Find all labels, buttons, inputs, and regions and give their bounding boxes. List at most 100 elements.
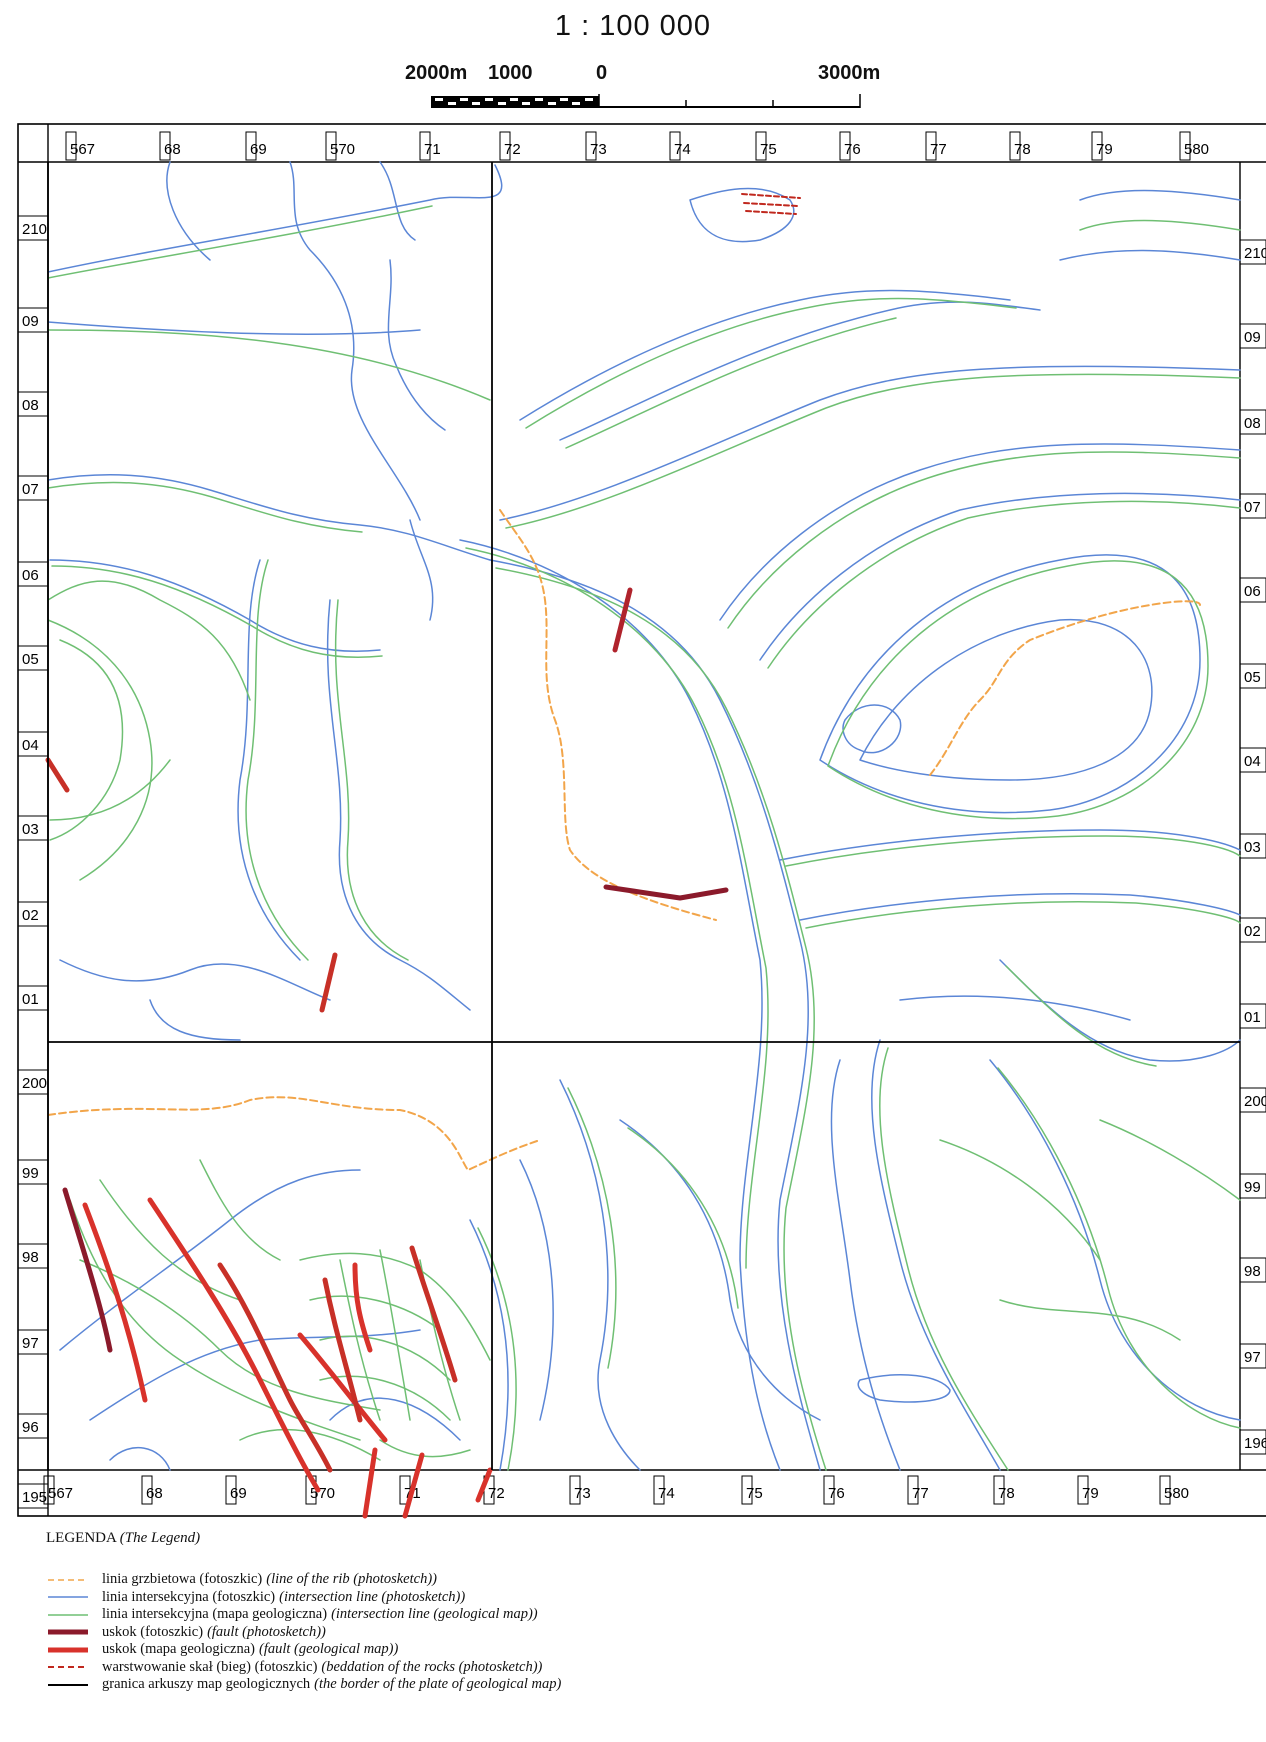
grid-label-left: 99 [22,1165,39,1182]
grid-label-top: 77 [930,141,947,158]
grid-label-top: 73 [590,141,607,158]
grid-label-left: 07 [22,481,39,498]
legend-item-translation: (beddation of the rocks (photosketch)) [321,1658,543,1675]
bottom-grid-labels: 567 68 69 570 71 72 73 74 75 76 77 78 79 580 [43,1475,1189,1505]
grid-label-top: 69 [250,141,267,158]
legend-item-label: linia grzbietowa (fotoszkic) [102,1571,263,1588]
grid-label-top: 71 [424,141,441,158]
grid-label-right: 03 [1244,839,1261,856]
legend-item-label: granica arkuszy map geologicznych [102,1676,311,1693]
grid-label-right: 06 [1244,583,1261,600]
grid-label-top: 75 [760,141,777,158]
grid-label-top: 76 [844,141,861,158]
rib-lines [47,509,1201,1171]
grid-label-bottom: 74 [658,1485,675,1502]
legend-item: linia intersekcyjna (fotoszkic) (intersec… [46,1589,1196,1607]
grid-label-right: 04 [1244,753,1261,770]
grid-label-right: 09 [1244,329,1261,346]
scalebar-label-0: 0 [596,62,608,84]
legend-item-translation: (intersection line (geological map)) [331,1606,538,1623]
scalebar-labels: 2000m 1000 0 3000m [0,62,1266,92]
legend-item-label: uskok (mapa geologiczna) [102,1641,256,1658]
right-grid-labels: 210 09 08 07 06 05 04 03 02 01 200 99 98 97 196 [1239,239,1266,1455]
grid-label-top: 580 [1184,141,1209,158]
grid-label-left: 98 [22,1249,39,1266]
bedding-lines [741,193,801,215]
grid-label-bottom: 78 [998,1485,1015,1502]
legend-item: linia intersekcyjna (mapa geologiczna) (i… [46,1606,1196,1624]
grid-label-left: 06 [22,567,39,584]
grid-label-right: 05 [1244,669,1261,686]
grid-label-bottom: 68 [146,1485,163,1502]
grid-label-top: 570 [330,141,355,158]
grid-label-right: 99 [1244,1179,1261,1196]
map-scale-title: 1 : 100 000 [554,10,712,42]
legend-item-translation: (fault (photosketch)) [207,1623,326,1640]
grid-label-left: 200 [22,1075,47,1092]
grid-label-right: 01 [1244,1009,1261,1026]
sheet-border-symbol [48,1683,88,1686]
grid-label-bottom: 73 [574,1485,591,1502]
scalebar-label-2000m: 2000m [405,62,468,84]
intersection-lines-geological-map [47,205,1241,1471]
fault-geo-symbol [48,1647,88,1653]
grid-label-right: 200 [1244,1093,1266,1110]
sheet-borders [47,162,1240,1470]
grid-label-top: 567 [70,141,95,158]
legend: LEGENDA (The Legend) linia grzbietowa (f… [46,1530,1196,1694]
grid-label-bottom: 76 [828,1485,845,1502]
legend-item: linia grzbietowa (fotoszkic) (line of the… [46,1571,1196,1589]
grid-label-top: 72 [504,141,521,158]
legend-items: linia grzbietowa (fotoszkic) (line of the… [46,1571,1196,1694]
grid-label-right: 02 [1244,923,1261,940]
legend-item-translation: (the border of the plate of geological m… [314,1676,562,1693]
grid-label-left: 04 [22,737,39,754]
grid-label-bottom: 75 [746,1485,763,1502]
legend-item-label: uskok (fotoszkic) [102,1623,204,1640]
left-grid-labels: 210 09 08 07 06 05 04 03 02 01 200 99 98 97 96 195 [17,215,49,1509]
legend-item-translation: (line of the rib (photosketch)) [266,1571,437,1588]
legend-item-label: linia intersekcyjna (mapa geologiczna) [102,1606,328,1623]
grid-label-left: 210 [22,221,47,238]
bedding-dashed-symbol [48,1666,88,1669]
map-frame [17,123,1266,1517]
grid-label-bottom: 77 [912,1485,929,1502]
grid-label-left: 96 [22,1419,39,1436]
grid-label-left: 01 [22,991,39,1008]
grid-label-left: 08 [22,397,39,414]
grid-label-bottom: 79 [1082,1485,1099,1502]
legend-item-translation: (intersection line (photosketch)) [279,1588,466,1605]
grid-label-bottom: 580 [1164,1485,1189,1502]
legend-item-label: warstwowanie skał (bieg) (fotoszkic) [102,1658,318,1675]
grid-label-right: 210 [1244,245,1266,262]
intersection-line-geo-symbol [48,1614,88,1616]
geological-map: 567 68 69 570 71 72 73 74 75 76 77 78 79 580 567 68 69 5… [17,123,1266,1519]
scalebar-label-1000: 1000 [488,62,533,84]
legend-item: warstwowanie skał (bieg) (fotoszkic) (bed… [46,1659,1196,1677]
grid-label-right: 97 [1244,1349,1261,1366]
grid-label-top: 78 [1014,141,1031,158]
rib-dashed-line-symbol [48,1579,88,1581]
legend-title-pl: LEGENDA [46,1530,116,1546]
legend-item: uskok (mapa geologiczna) (fault (geologic… [46,1641,1196,1659]
fault-photo-symbol [48,1629,88,1635]
grid-label-left: 02 [22,907,39,924]
legend-item-translation: (fault (geological map)) [259,1641,399,1658]
grid-label-bottom: 567 [48,1485,73,1502]
legend-item-label: linia intersekcyjna (fotoszkic) [102,1588,276,1605]
legend-title: LEGENDA (The Legend) [46,1530,1196,1547]
intersection-line-photo-symbol [48,1596,88,1598]
grid-label-right: 07 [1244,499,1261,516]
grid-label-left: 09 [22,313,39,330]
grid-label-top: 68 [164,141,181,158]
grid-label-left: 03 [22,821,39,838]
grid-label-top: 74 [674,141,691,158]
grid-label-bottom: 69 [230,1485,247,1502]
legend-title-en: (The Legend) [119,1530,201,1546]
grid-label-left: 05 [22,651,39,668]
fault-lines [45,587,729,1519]
grid-label-bottom: 72 [488,1485,505,1502]
legend-item: granica arkuszy map geologicznych (the bo… [46,1676,1196,1694]
scalebar [431,94,861,108]
grid-label-right: 08 [1244,415,1261,432]
